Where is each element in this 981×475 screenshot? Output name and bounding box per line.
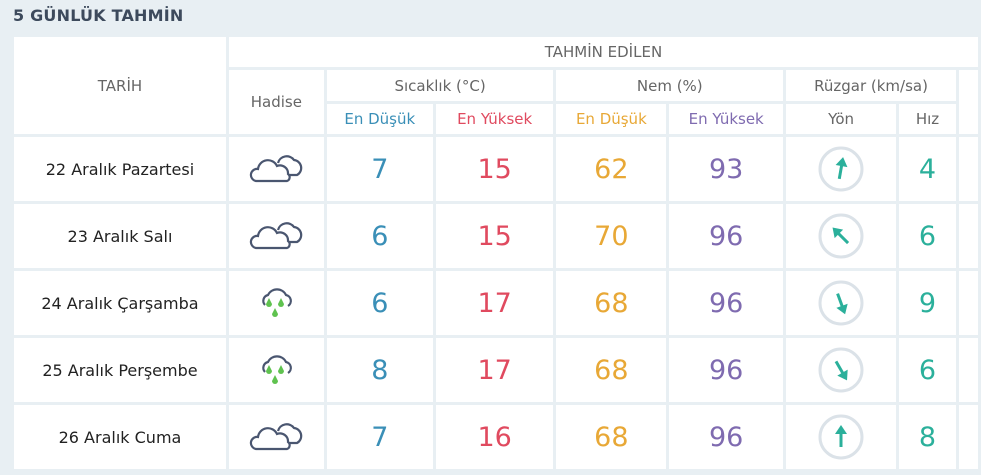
date-cell: 23 Aralık Salı [14,204,226,268]
wind-direction-icon [818,213,864,259]
wind-direction-icon [818,146,864,192]
wind-speed: 6 [899,338,956,402]
wind-direction [786,271,897,335]
temp-max: 16 [435,405,554,469]
humidity-min: 62 [556,137,667,201]
humidity-min: 68 [556,405,667,469]
table-row: 26 Aralık Cuma 7 16 68 96 8 [14,405,978,469]
temp-max: 15 [435,204,554,268]
wind-direction-icon [818,347,864,393]
header-wind: Rüzgar (km/sa) [786,70,956,101]
date-cell: 25 Aralık Perşembe [14,338,226,402]
temp-min: 6 [326,271,433,335]
header-temp: Sıcaklık (°C) [326,70,554,101]
section-title: 5 GÜNLÜK TAHMİN [13,6,184,25]
temp-min: 7 [326,405,433,469]
table-row: 24 Aralık Çarşamba 6 17 68 96 9 [14,271,978,335]
humidity-min: 68 [556,338,667,402]
wind-speed: 4 [899,137,956,201]
humidity-max: 96 [669,204,784,268]
header-event: Hadise [228,70,324,134]
wind-speed: 9 [899,271,956,335]
temp-max: 15 [435,137,554,201]
humidity-max: 96 [669,271,784,335]
humidity-min: 70 [556,204,667,268]
wind-direction [786,137,897,201]
date-cell: 22 Aralık Pazartesi [14,137,226,201]
header-wind-dir: Yön [786,104,897,134]
temp-max: 17 [435,271,554,335]
wind-direction [786,204,897,268]
cloudy-icon [228,405,324,469]
date-cell: 24 Aralık Çarşamba [14,271,226,335]
humidity-max: 93 [669,137,784,201]
wind-direction [786,405,897,469]
humidity-max: 96 [669,405,784,469]
rain-icon [228,271,324,335]
table-row: 25 Aralık Perşembe 8 17 68 96 6 [14,338,978,402]
temp-min: 8 [326,338,433,402]
date-cell: 26 Aralık Cuma [14,405,226,469]
humidity-min: 68 [556,271,667,335]
humidity-max: 96 [669,338,784,402]
temp-min: 7 [326,137,433,201]
wind-speed: 8 [899,405,956,469]
header-date: TARİH [14,37,226,134]
cloudy-icon [228,204,324,268]
rain-icon [228,338,324,402]
header-humidity: Nem (%) [556,70,784,101]
wind-direction-icon [818,280,864,326]
table-row: 23 Aralık Salı 6 15 70 96 6 [14,204,978,268]
cloudy-icon [228,137,324,201]
header-wind-speed: Hız [899,104,956,134]
forecast-table: TARİH TAHMİN EDİLEN Hadise Sıcaklık (°C)… [11,34,981,472]
header-hum-max: En Yüksek [669,104,784,134]
table-row: 22 Aralık Pazartesi 7 15 62 93 4 [14,137,978,201]
header-temp-min: En Düşük [326,104,433,134]
temp-max: 17 [435,338,554,402]
header-hum-min: En Düşük [556,104,667,134]
wind-direction [786,338,897,402]
temp-min: 6 [326,204,433,268]
header-temp-max: En Yüksek [435,104,554,134]
wind-direction-icon [818,414,864,460]
wind-speed: 6 [899,204,956,268]
header-forecast: TAHMİN EDİLEN [228,37,978,67]
